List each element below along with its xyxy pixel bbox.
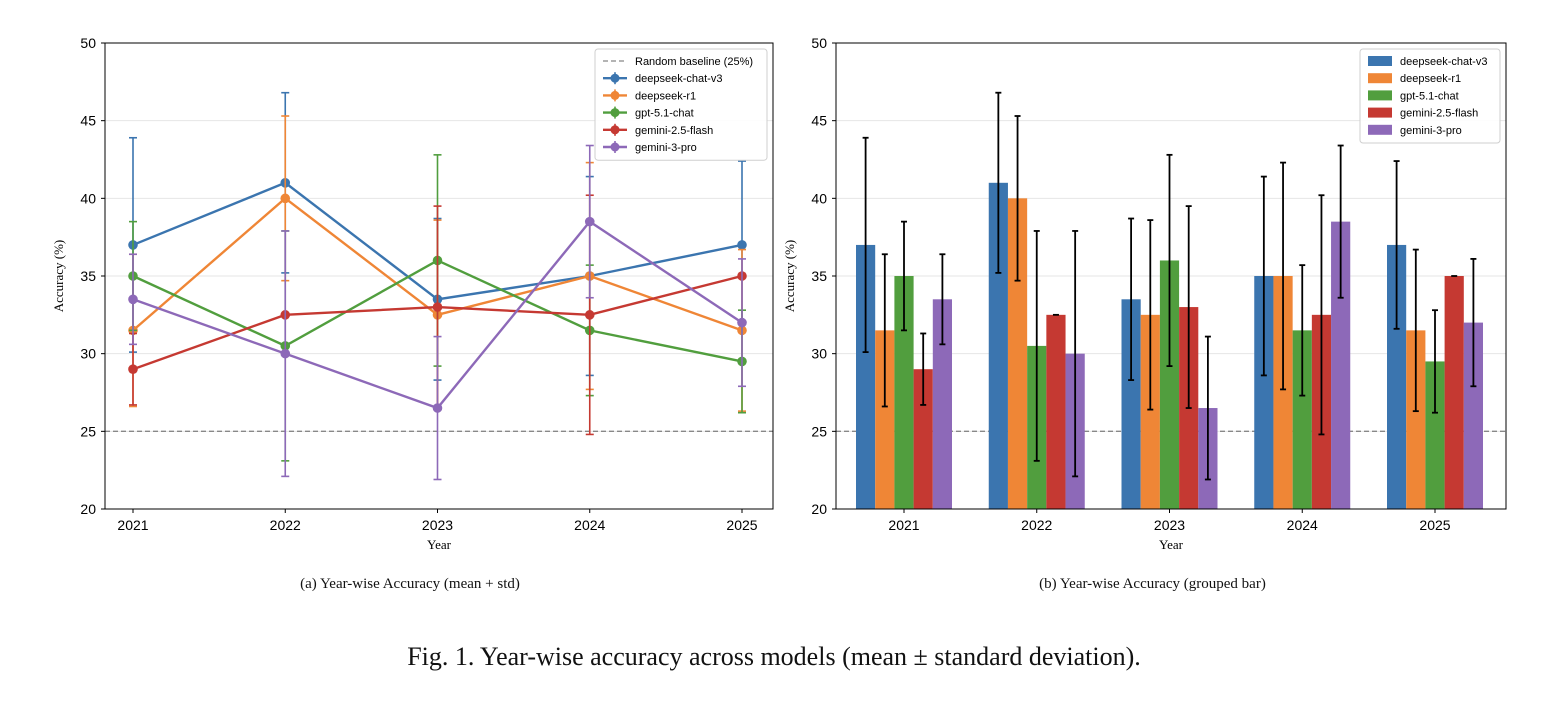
legend-marker	[610, 73, 620, 83]
data-point	[737, 317, 747, 328]
errorbars-gemini-2.5-flash	[920, 194, 1458, 436]
bar	[1007, 198, 1028, 510]
bar	[1463, 322, 1483, 509]
legend-label: gpt-5.1-chat	[1400, 90, 1459, 102]
y-tick-label: 50	[80, 35, 96, 51]
bar	[1406, 330, 1426, 509]
data-point	[584, 216, 595, 227]
y-axis-label: Accuracy (%)	[51, 240, 66, 313]
data-point	[280, 348, 291, 359]
legend-label: deepseek-chat-v3	[635, 73, 722, 85]
y-tick-label: 20	[811, 501, 827, 517]
x-tick-label: 2025	[726, 517, 757, 533]
subcaption-a: (a) Year-wise Accuracy (mean + std)	[300, 576, 520, 592]
x-tick-label: 2021	[117, 517, 148, 533]
bar	[894, 276, 914, 509]
bar	[1444, 276, 1464, 509]
bar	[932, 299, 952, 509]
legend-label: gpt-5.1-chat	[635, 108, 694, 120]
bar	[1046, 314, 1066, 509]
data-point	[128, 364, 138, 375]
x-tick-label: 2024	[574, 517, 605, 533]
x-tick-label: 2025	[1419, 517, 1450, 533]
legend-swatch	[1368, 90, 1392, 101]
data-point	[128, 294, 138, 305]
data-point	[737, 240, 747, 250]
legend: Random baseline (25%) deepseek-chat-v3 dee…	[594, 48, 768, 161]
legend-box	[1359, 48, 1501, 144]
subcaption-b: (b) Year-wise Accuracy (grouped bar)	[1039, 576, 1266, 592]
legend-marker	[610, 108, 620, 118]
y-tick-label: 40	[811, 190, 827, 206]
bar	[1387, 244, 1407, 509]
bar	[875, 330, 895, 509]
y-axis-label: Accuracy (%)	[782, 240, 797, 313]
bar	[1331, 221, 1351, 509]
x-axis-label: Year	[427, 537, 452, 552]
y-tick-label: 25	[80, 423, 96, 439]
legend-label: gemini-3-pro	[635, 142, 697, 154]
x-axis-label: Year	[1159, 537, 1184, 552]
y-tick-label: 45	[80, 113, 96, 129]
x-tick-label: 2022	[270, 517, 301, 533]
x-tick-label: 2022	[1021, 517, 1052, 533]
y-tick-label: 25	[811, 423, 827, 439]
series-deepseek-r1	[875, 198, 1426, 510]
bar	[1254, 276, 1274, 509]
legend-label: gemini-3-pro	[1400, 125, 1462, 137]
y-tick-label: 30	[811, 346, 827, 362]
bar	[988, 182, 1008, 510]
x-tick-label: 2023	[1154, 517, 1185, 533]
legend-label: deepseek-chat-v3	[1400, 56, 1487, 68]
errorbars-deepseek-chat-v3	[862, 91, 1400, 381]
y-tick-label: 40	[80, 190, 96, 206]
series-gemini-3-pro	[128, 144, 747, 481]
legend-swatch	[1368, 56, 1392, 66]
x-tick-label: 2023	[422, 517, 453, 533]
y-tick-label: 50	[811, 35, 827, 51]
legend-label: deepseek-r1	[635, 90, 696, 102]
series-gpt-5.1-chat	[894, 260, 1445, 509]
legend: deepseek-chat-v3 deepseek-r1 gpt-5.1-chat g…	[1359, 48, 1501, 144]
y-tick-label: 45	[811, 113, 827, 129]
bar	[1159, 260, 1180, 509]
bar	[1273, 276, 1293, 509]
data-point	[280, 193, 291, 204]
y-tick-label: 20	[80, 501, 96, 517]
legend-swatch	[1368, 73, 1392, 84]
bar	[1425, 361, 1445, 509]
legend-label: Random baseline (25%)	[635, 56, 753, 68]
legend-marker	[610, 90, 620, 100]
legend-label: gemini-2.5-flash	[1400, 108, 1478, 120]
errorbars-gemini-3-pro	[939, 144, 1477, 481]
y-tick-label: 30	[80, 346, 96, 362]
figure-caption: Fig. 1. Year-wise accuracy across models…	[407, 642, 1141, 671]
legend-marker	[610, 125, 620, 135]
errorbars-deepseek-r1	[881, 115, 1419, 413]
bar	[856, 244, 876, 509]
bar	[1121, 299, 1141, 509]
x-tick-label: 2021	[888, 517, 919, 533]
data-point	[432, 403, 443, 413]
x-tick-label: 2024	[1287, 517, 1318, 533]
legend-label: deepseek-r1	[1400, 73, 1461, 85]
errorbars-gpt-5.1-chat	[901, 153, 1438, 462]
bar	[1292, 330, 1312, 509]
data-point	[584, 310, 595, 320]
y-tick-label: 35	[80, 268, 96, 284]
legend-swatch	[1368, 107, 1392, 118]
data-point	[432, 302, 443, 312]
legend-label: gemini-2.5-flash	[635, 125, 713, 137]
bar	[913, 369, 933, 509]
bar	[1140, 314, 1160, 509]
legend-box	[594, 48, 768, 161]
legend-marker	[610, 142, 620, 152]
y-tick-label: 35	[811, 268, 827, 284]
legend-swatch	[1368, 124, 1392, 135]
series-deepseek-chat-v3	[856, 182, 1407, 510]
